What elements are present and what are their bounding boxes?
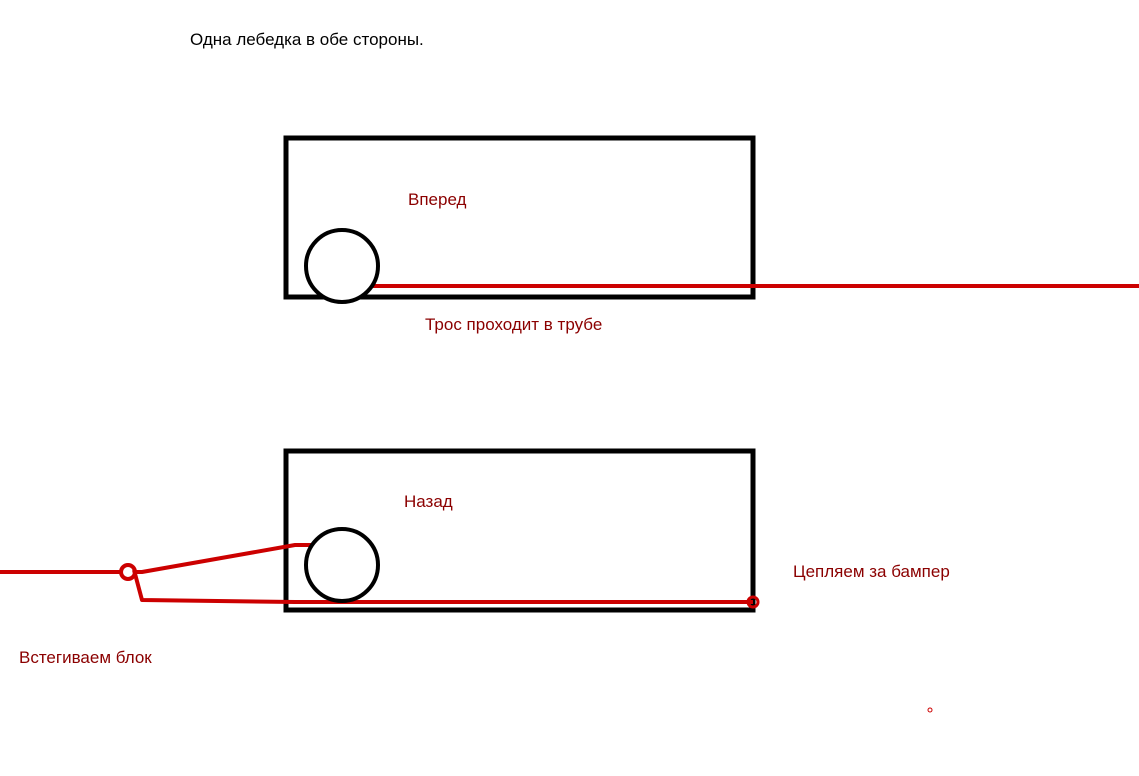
diagram2-direction-label: Назад bbox=[404, 492, 453, 512]
diagram1-direction-label: Вперед bbox=[408, 190, 466, 210]
diagram-title: Одна лебедка в обе стороны. bbox=[190, 30, 424, 50]
winch-drum-1 bbox=[306, 230, 378, 302]
diagram-canvas bbox=[0, 0, 1139, 776]
diagram1-caption: Трос проходит в трубе bbox=[425, 315, 602, 335]
diagram2-caption-right: Цепляем за бампер bbox=[793, 562, 950, 582]
small-marker bbox=[928, 708, 932, 712]
winch-drum-2 bbox=[306, 529, 378, 601]
diagram2-caption-left: Встегиваем блок bbox=[19, 648, 152, 668]
